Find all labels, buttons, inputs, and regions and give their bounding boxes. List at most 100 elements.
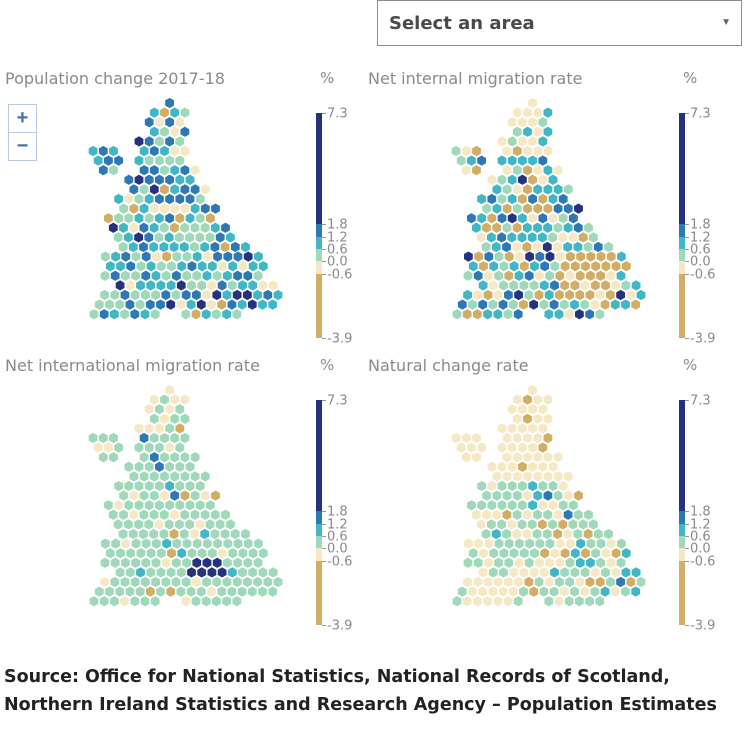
- area-hexagon[interactable]: [539, 566, 550, 579]
- area-hexagon[interactable]: [585, 537, 596, 550]
- area-hexagon[interactable]: [552, 508, 564, 521]
- area-hexagon[interactable]: [159, 489, 170, 502]
- area-hexagon[interactable]: [240, 240, 251, 254]
- area-hexagon[interactable]: [543, 308, 554, 321]
- area-hexagon[interactable]: [164, 460, 175, 473]
- area-hexagon[interactable]: [527, 383, 538, 397]
- area-hexagon[interactable]: [595, 556, 606, 569]
- area-hexagon[interactable]: [565, 537, 576, 550]
- area-hexagon[interactable]: [537, 135, 548, 148]
- area-hexagon[interactable]: [109, 575, 120, 589]
- area-hexagon[interactable]: [496, 422, 508, 435]
- area-hexagon[interactable]: [555, 537, 566, 550]
- area-hexagon[interactable]: [145, 298, 156, 311]
- area-hexagon[interactable]: [247, 585, 258, 598]
- area-hexagon[interactable]: [247, 566, 258, 579]
- area-hexagon[interactable]: [125, 547, 136, 560]
- area-hexagon[interactable]: [605, 288, 616, 302]
- area-hexagon[interactable]: [159, 451, 170, 464]
- area-hexagon[interactable]: [578, 518, 589, 531]
- area-hexagon[interactable]: [503, 269, 514, 282]
- area-hexagon[interactable]: [595, 537, 607, 550]
- area-hexagon[interactable]: [267, 585, 278, 598]
- area-hexagon[interactable]: [529, 547, 540, 560]
- area-hexagon[interactable]: [123, 212, 134, 225]
- area-hexagon[interactable]: [522, 393, 533, 406]
- area-hexagon[interactable]: [467, 585, 478, 598]
- area-hexagon[interactable]: [200, 470, 211, 483]
- area-hexagon[interactable]: [210, 221, 221, 234]
- area-hexagon[interactable]: [513, 595, 524, 608]
- area-hexagon[interactable]: [569, 279, 581, 292]
- area-hexagon[interactable]: [451, 595, 463, 608]
- area-hexagon[interactable]: [123, 231, 134, 244]
- area-hexagon[interactable]: [537, 192, 548, 206]
- area-hexagon[interactable]: [174, 173, 185, 186]
- area-hexagon[interactable]: [164, 499, 175, 512]
- area-hexagon[interactable]: [544, 288, 555, 302]
- area-hexagon[interactable]: [150, 595, 161, 608]
- area-hexagon[interactable]: [232, 288, 243, 302]
- area-hexagon[interactable]: [528, 566, 540, 579]
- area-hexagon[interactable]: [565, 250, 576, 263]
- area-hexagon[interactable]: [150, 556, 162, 569]
- area-hexagon[interactable]: [501, 240, 512, 254]
- area-hexagon[interactable]: [517, 212, 528, 225]
- area-hexagon[interactable]: [164, 192, 175, 206]
- area-hexagon[interactable]: [542, 508, 553, 521]
- area-hexagon[interactable]: [497, 585, 509, 598]
- area-hexagon[interactable]: [537, 116, 548, 129]
- area-hexagon[interactable]: [519, 260, 530, 273]
- area-hexagon[interactable]: [552, 527, 563, 541]
- area-hexagon[interactable]: [164, 212, 175, 225]
- area-hexagon[interactable]: [144, 212, 155, 225]
- area-hexagon[interactable]: [189, 240, 200, 254]
- area-hexagon[interactable]: [476, 212, 487, 225]
- area-hexagon[interactable]: [517, 135, 528, 148]
- area-hexagon[interactable]: [128, 489, 140, 502]
- area-hexagon[interactable]: [170, 288, 182, 302]
- area-hexagon[interactable]: [212, 556, 223, 569]
- area-hexagon[interactable]: [201, 269, 213, 282]
- area-hexagon[interactable]: [200, 183, 211, 196]
- area-hexagon[interactable]: [615, 575, 626, 589]
- area-hexagon[interactable]: [600, 279, 611, 292]
- area-hexagon[interactable]: [169, 451, 180, 464]
- area-hexagon[interactable]: [471, 221, 482, 234]
- area-hexagon[interactable]: [557, 518, 568, 531]
- area-hexagon[interactable]: [517, 460, 528, 473]
- area-hexagon[interactable]: [123, 460, 134, 473]
- area-hexagon[interactable]: [114, 585, 125, 598]
- area-hexagon[interactable]: [514, 250, 525, 263]
- area-hexagon[interactable]: [491, 489, 503, 502]
- area-hexagon[interactable]: [195, 499, 206, 512]
- area-hexagon[interactable]: [99, 575, 110, 589]
- area-hexagon[interactable]: [128, 508, 139, 521]
- area-hexagon[interactable]: [488, 566, 499, 579]
- area-hexagon[interactable]: [630, 279, 642, 292]
- area-hexagon[interactable]: [242, 556, 253, 569]
- area-hexagon[interactable]: [508, 585, 519, 598]
- area-hexagon[interactable]: [140, 556, 151, 569]
- area-hexagon[interactable]: [139, 308, 151, 321]
- area-hexagon[interactable]: [524, 556, 535, 569]
- area-hexagon[interactable]: [159, 183, 170, 196]
- area-hexagon[interactable]: [169, 508, 180, 521]
- area-hexagon[interactable]: [133, 173, 145, 186]
- area-hexagon[interactable]: [468, 260, 479, 273]
- area-hexagon[interactable]: [272, 288, 284, 302]
- area-hexagon[interactable]: [174, 154, 185, 167]
- area-hexagon[interactable]: [594, 308, 605, 321]
- area-hexagon[interactable]: [549, 260, 561, 273]
- area-hexagon[interactable]: [88, 595, 100, 608]
- area-hexagon[interactable]: [216, 298, 227, 311]
- area-hexagon[interactable]: [118, 221, 129, 234]
- area-hexagon[interactable]: [472, 288, 483, 302]
- area-hexagon[interactable]: [491, 470, 503, 483]
- area-hexagon[interactable]: [154, 116, 165, 129]
- area-hexagon[interactable]: [481, 221, 492, 234]
- area-hexagon[interactable]: [472, 595, 483, 608]
- area-hexagon[interactable]: [585, 250, 596, 263]
- area-hexagon[interactable]: [501, 164, 513, 177]
- area-hexagon[interactable]: [174, 135, 185, 148]
